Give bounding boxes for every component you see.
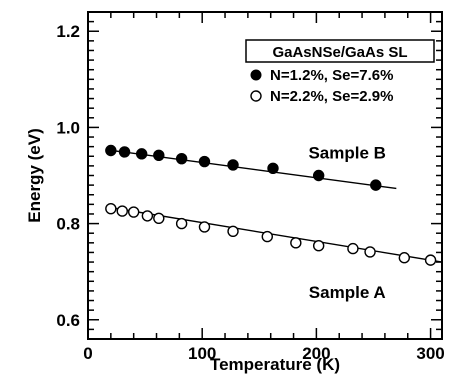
x-axis-title: Temperature (K) [210,355,340,374]
data-point-open [290,237,302,249]
data-point-filled [370,179,382,191]
y-tick-label: 1.2 [56,22,80,41]
x-tick-label: 200 [302,344,330,363]
legend-box [245,39,435,63]
data-point-open [227,225,239,237]
legend: GaAsNSe/GaAs SL N=1.2%, Se=7.6% N=2.2%, … [245,39,435,105]
legend-label-series-2: N=2.2%, Se=2.9% [270,88,393,105]
data-point-filled [135,148,148,160]
legend-marker-open [250,90,262,102]
data-point-open [175,217,188,230]
data-point-open [364,246,376,258]
data-point-open [347,242,359,255]
data-point-filled [175,152,188,165]
data-point-open [198,221,211,233]
data-point-filled [198,155,211,168]
data-point-open [398,252,411,264]
annotation-sample-b: Sample B [308,144,385,163]
annotation-sample-a: Sample A [309,283,386,302]
data-point-open [424,254,437,266]
data-point-open [105,202,117,215]
y-tick-label: 0.8 [56,215,80,234]
data-point-filled [118,146,131,158]
data-point-filled [153,149,165,162]
x-tick-label: 300 [416,344,444,363]
legend-title: GaAsNSe/GaAs SL [272,44,407,61]
data-point-filled [312,169,325,182]
y-axis-title: Energy (eV) [25,128,44,222]
legend-marker-filled [250,69,262,81]
data-point-filled [227,159,239,171]
data-point-open [127,206,140,218]
data-points [105,144,437,266]
y-tick-label: 1.0 [56,118,80,137]
data-point-open [153,212,165,224]
legend-label-series-1: N=1.2%, Se=7.6% [270,67,393,84]
data-point-open [141,210,154,222]
plot-frame [87,11,443,340]
data-point-open [116,205,128,217]
data-point-filled [105,144,117,157]
x-tick-label: 100 [188,344,216,363]
data-point-filled [267,162,279,174]
data-point-open [312,240,325,252]
tick-labels: 0 100 200 300 0.6 0.8 1.0 1.2 [56,22,444,363]
y-tick-label: 0.6 [56,311,80,330]
x-tick-label: 0 [83,344,92,363]
data-point-open [261,230,273,243]
